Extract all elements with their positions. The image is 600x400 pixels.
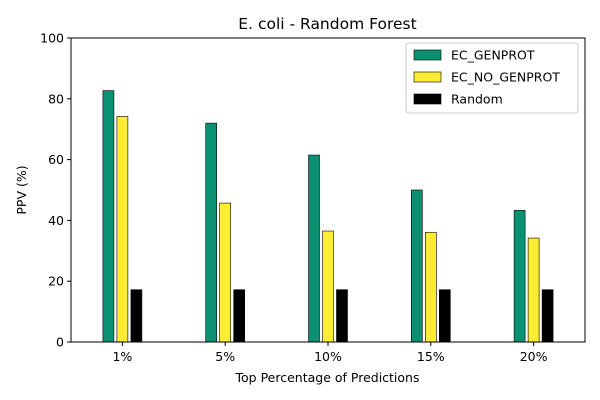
bar-ec-genprot-5: [513, 210, 526, 343]
legend: EC_GENPROT EC_NO_GENPROT Random: [405, 42, 579, 114]
x-tick-label: 10%: [314, 349, 342, 364]
legend-label-ec-no-genprot: EC_NO_GENPROT: [451, 70, 560, 85]
bar-random-2: [233, 289, 245, 343]
y-tick-label: 60: [48, 152, 64, 167]
bar-ec-no-genprot-2: [219, 202, 231, 343]
bar-random-4: [438, 289, 451, 343]
y-axis-label: PPV (%): [14, 165, 29, 214]
bar-ec-no-genprot-5: [527, 237, 540, 343]
bar-ec-no-genprot-4: [424, 231, 437, 343]
x-axis-label: Top Percentage of Predictions: [235, 370, 420, 385]
y-tick-label: 80: [48, 91, 64, 106]
bar-random-3: [336, 289, 348, 343]
y-tick-label: 20: [48, 274, 64, 289]
bar-ec-genprot-1: [102, 90, 115, 343]
bar-ec-no-genprot-3: [322, 230, 334, 343]
y-tick-label: 40: [48, 213, 64, 228]
y-tick-label: 0: [56, 335, 64, 350]
bar-ec-genprot-3: [308, 154, 320, 343]
bar-ec-genprot-4: [410, 189, 423, 343]
legend-swatch-ec-genprot: [413, 49, 442, 61]
legend-label-ec-genprot: EC_GENPROT: [451, 48, 535, 63]
legend-label-random: Random: [451, 92, 503, 107]
x-tick-label: 20%: [520, 349, 548, 364]
bar-ec-no-genprot-1: [116, 116, 129, 343]
y-tick-label: 100: [40, 31, 64, 46]
x-tick-label: 1%: [112, 349, 132, 364]
plot-area: 0 20 40 60 80 100 1% 5% 10% 15% 20%: [40, 31, 586, 364]
legend-box: [405, 42, 579, 114]
legend-swatch-random: [413, 93, 442, 105]
chart-title: E. coli - Random Forest: [238, 15, 416, 33]
bar-random-1: [130, 289, 143, 343]
bar-ec-genprot-2: [205, 122, 217, 343]
x-tick-label: 15%: [417, 349, 445, 364]
legend-swatch-ec-no-genprot: [413, 71, 442, 83]
bar-random-5: [541, 289, 554, 343]
x-tick-label: 5%: [215, 349, 235, 364]
